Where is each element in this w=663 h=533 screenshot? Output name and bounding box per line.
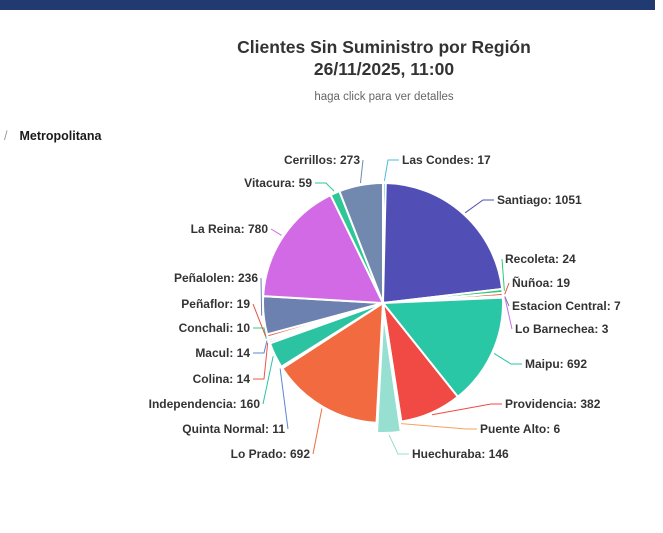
pie-connector-maipu	[493, 353, 522, 365]
pie-connector-pe-aflor	[252, 303, 267, 337]
pie-connector-cerrillos	[359, 159, 364, 184]
pie-connector-pe-alolen	[260, 277, 263, 316]
pie-label-maipu[interactable]: Maipu: 692	[525, 357, 587, 371]
pie-label-colina[interactable]: Colina: 14	[193, 372, 251, 386]
breadcrumb: / Metropolitana	[4, 129, 101, 143]
top-navy-bar	[0, 0, 655, 10]
pie-slice-la-reina[interactable]	[262, 194, 384, 304]
pie-connector-colina	[253, 342, 269, 380]
pie-connector--u-oa	[504, 282, 510, 295]
pie-label-macul[interactable]: Macul: 14	[195, 346, 250, 360]
pie-slice-cerrillos[interactable]	[338, 182, 384, 304]
chart-subtitle: haga click para ver detalles	[314, 91, 454, 103]
pie-connector-santiago	[464, 199, 494, 214]
pie-label--u-oa[interactable]: Ñuñoa: 19	[512, 275, 570, 290]
pie-connector-puente-alto	[401, 423, 477, 430]
pie-connector-macul	[253, 340, 268, 354]
pie-connector-vitacura	[315, 182, 335, 192]
pie-label-la-reina[interactable]: La Reina: 780	[191, 222, 269, 236]
pie-label-puente-alto[interactable]: Puente Alto: 6	[480, 422, 561, 436]
pie-label-vitacura[interactable]: Vitacura: 59	[244, 176, 312, 190]
pie-label-estacion-central[interactable]: Estacion Central: 7	[512, 299, 621, 313]
chart-header: Clientes Sin Suministro por Región 26/11…	[0, 36, 663, 103]
pie-label-santiago[interactable]: Santiago: 1051	[497, 193, 582, 207]
pie-connector-quinta-normal	[279, 368, 289, 430]
pie-label-recoleta[interactable]: Recoleta: 24	[505, 252, 576, 266]
pie-connector-independencia	[262, 356, 274, 405]
pie-slice-maipu[interactable]	[382, 296, 504, 398]
pie-connector-providencia	[431, 403, 502, 416]
pie-label-pe-alolen[interactable]: Peñalolen: 236	[174, 271, 258, 285]
pie-label-cerrillos[interactable]: Cerrillos: 273	[284, 153, 360, 167]
pie-label-independencia[interactable]: Independencia: 160	[149, 397, 261, 411]
pie-connector-huechuraba	[388, 434, 409, 455]
pie-label-pe-aflor[interactable]: Peñaflor: 19	[181, 297, 250, 311]
pie-connector-recoleta	[501, 258, 505, 291]
breadcrumb-separator: /	[4, 129, 8, 143]
chart-title-line2: 26/11/2025, 11:00	[313, 59, 455, 79]
chart-title-line1: Clientes Sin Suministro por Región	[237, 37, 531, 57]
pie-label-lo-barnechea[interactable]: Lo Barnechea: 3	[515, 322, 609, 336]
pie-connector-la-reina	[270, 228, 282, 236]
breadcrumb-region[interactable]: Metropolitana	[19, 129, 102, 143]
pie-slice-huechuraba[interactable]	[376, 311, 402, 434]
pie-label-lo-prado[interactable]: Lo Prado: 692	[231, 447, 311, 461]
pie-connector-las-condes	[383, 159, 399, 182]
pie-connector-lo-prado	[312, 408, 323, 455]
pie-label-conchali[interactable]: Conchali: 10	[179, 321, 251, 335]
pie-label-quinta-normal[interactable]: Quinta Normal: 11	[182, 422, 285, 436]
pie-label-las-condes[interactable]: Las Condes: 17	[402, 153, 491, 167]
pie-connector-lo-barnechea	[504, 297, 513, 330]
pie-slice-santiago[interactable]	[382, 182, 504, 304]
pie-slice-lo-prado[interactable]	[281, 302, 384, 424]
pie-label-huechuraba[interactable]: Huechuraba: 146	[412, 447, 509, 461]
pie-label-providencia[interactable]: Providencia: 382	[505, 397, 601, 411]
